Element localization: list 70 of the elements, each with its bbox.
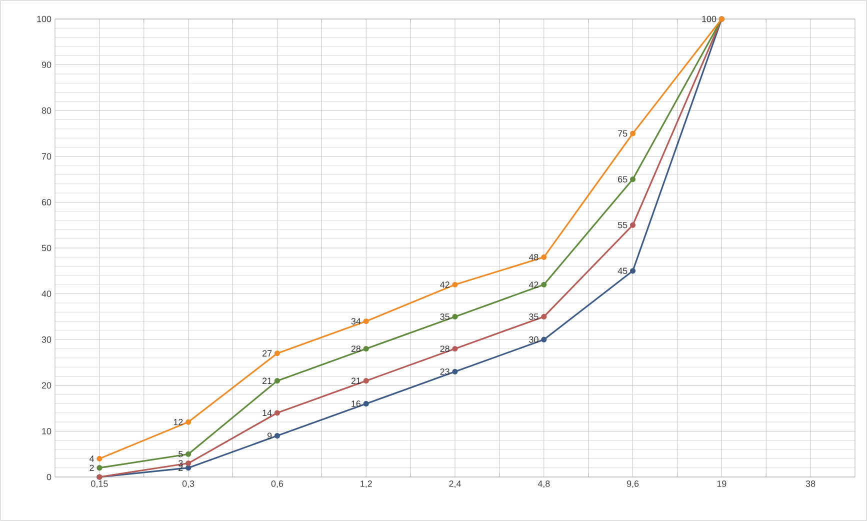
data-label: 2 <box>90 464 94 471</box>
point <box>452 368 458 374</box>
y-tick-label: 30 <box>42 336 52 343</box>
x-tick-label: 1,2 <box>360 480 372 488</box>
data-label: 14 <box>262 410 272 416</box>
point <box>541 282 547 288</box>
point <box>452 282 458 288</box>
point <box>96 465 102 471</box>
data-label: 42 <box>440 282 450 288</box>
x-tick-label: 2,4 <box>449 480 461 488</box>
point <box>630 130 636 136</box>
x-tick-label: 19 <box>717 480 726 487</box>
data-label: 27 <box>262 350 272 356</box>
data-label: 42 <box>528 282 538 288</box>
data-label: 55 <box>618 222 628 228</box>
point <box>274 410 280 416</box>
y-tick-label: 10 <box>42 428 52 434</box>
point <box>363 318 369 324</box>
data-label: 48 <box>528 254 538 260</box>
point <box>630 268 636 274</box>
x-tick-label: 9,6 <box>626 480 639 488</box>
data-label: 23 <box>440 368 450 375</box>
data-label: 16 <box>352 400 361 407</box>
point <box>274 378 280 384</box>
x-tick-label: 0,3 <box>182 480 194 488</box>
data-label: 9 <box>267 432 272 439</box>
y-tick-label: 100 <box>37 16 52 22</box>
point <box>541 254 547 260</box>
y-tick-label: 0 <box>46 474 52 480</box>
data-label: 34 <box>351 318 361 324</box>
data-label: 75 <box>618 130 628 137</box>
point <box>186 451 192 457</box>
point <box>274 432 280 439</box>
data-label: 30 <box>529 336 538 343</box>
data-label: 12 <box>174 418 183 426</box>
point <box>186 465 192 471</box>
data-label: 21 <box>351 378 360 384</box>
point <box>452 346 458 352</box>
data-label: 4 <box>89 456 94 462</box>
data-label: 65 <box>618 176 628 182</box>
point <box>274 350 280 356</box>
point <box>363 378 369 384</box>
data-label: 28 <box>440 346 450 352</box>
x-tick-label: 0,6 <box>271 480 284 488</box>
point <box>630 176 636 182</box>
y-tick-label: 60 <box>42 199 52 206</box>
y-tick-label: 50 <box>42 244 52 252</box>
data-label: 21 <box>262 378 272 384</box>
point <box>363 400 369 407</box>
y-tick-label: 90 <box>42 62 52 68</box>
point <box>363 346 369 352</box>
point <box>630 222 636 228</box>
point <box>541 336 547 342</box>
y-tick-label: 20 <box>42 382 52 389</box>
data-label: 35 <box>529 314 538 320</box>
y-tick-label: 40 <box>42 290 52 297</box>
x-tick-label: 38 <box>806 480 816 487</box>
point <box>186 419 192 425</box>
x-tick-label: 4,8 <box>538 480 550 488</box>
data-label: 35 <box>440 314 450 320</box>
x-tick-label: 0,15 <box>91 480 108 488</box>
data-label: 28 <box>351 346 361 352</box>
point <box>186 460 192 466</box>
point <box>452 314 458 320</box>
point <box>541 314 547 320</box>
data-label: 45 <box>618 268 628 274</box>
y-tick-label: 80 <box>42 107 52 114</box>
data-label: 100 <box>702 16 716 22</box>
y-tick-label: 70 <box>42 153 52 160</box>
point <box>96 456 102 462</box>
